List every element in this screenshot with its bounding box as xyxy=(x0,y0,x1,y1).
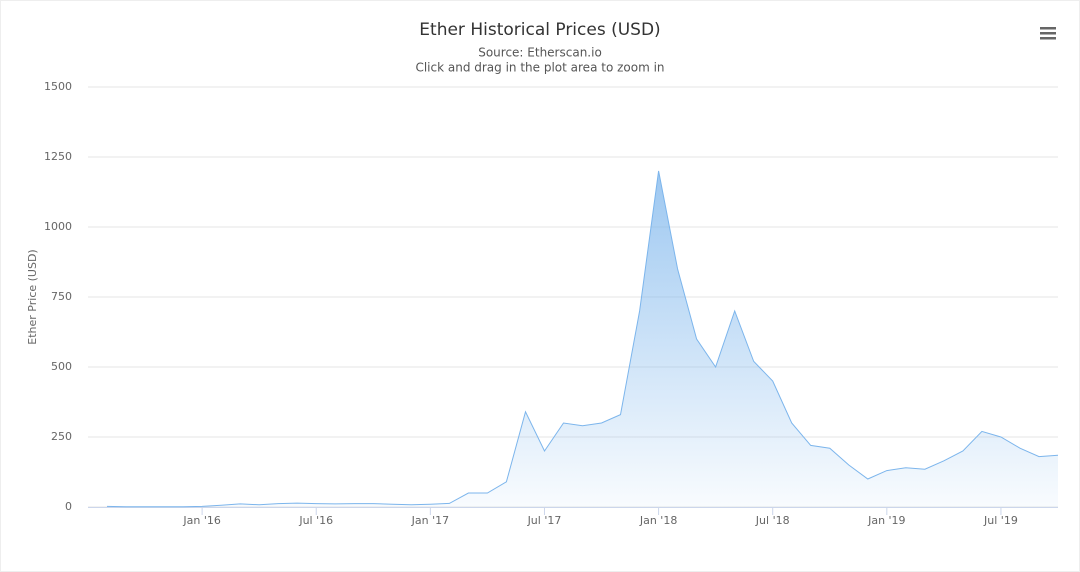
menu-button[interactable] xyxy=(1040,27,1056,40)
x-tick-label: Jan '17 xyxy=(411,514,449,527)
chart-subtitle: Source: Etherscan.io xyxy=(478,46,602,60)
y-tick-label: 1500 xyxy=(44,80,72,93)
x-tick-label: Jul '17 xyxy=(527,514,562,527)
y-tick-label: 750 xyxy=(51,290,72,303)
y-tick-label: 250 xyxy=(51,430,72,443)
menu-bar xyxy=(1040,27,1056,30)
y-tick-label: 500 xyxy=(51,360,72,373)
x-tick-label: Jan '18 xyxy=(639,514,677,527)
y-tick-label: 1250 xyxy=(44,150,72,163)
area-fill xyxy=(107,171,1058,507)
x-tick-label: Jan '19 xyxy=(867,514,905,527)
y-tick-label: 0 xyxy=(65,500,72,513)
area-line xyxy=(106,170,1059,508)
y-axis-label: Ether Price (USD) xyxy=(26,249,39,344)
chart-note: Click and drag in the plot area to zoom … xyxy=(415,61,664,75)
x-tick-label: Jan '16 xyxy=(182,514,220,527)
y-tick-label: 1000 xyxy=(44,220,72,233)
chart-title: Ether Historical Prices (USD) xyxy=(419,20,660,40)
x-tick-label: Jul '16 xyxy=(298,514,333,527)
menu-bar xyxy=(1040,32,1056,35)
x-tick-label: Jul '18 xyxy=(755,514,790,527)
x-tick-label: Jul '19 xyxy=(983,514,1018,527)
menu-bar xyxy=(1040,37,1056,40)
